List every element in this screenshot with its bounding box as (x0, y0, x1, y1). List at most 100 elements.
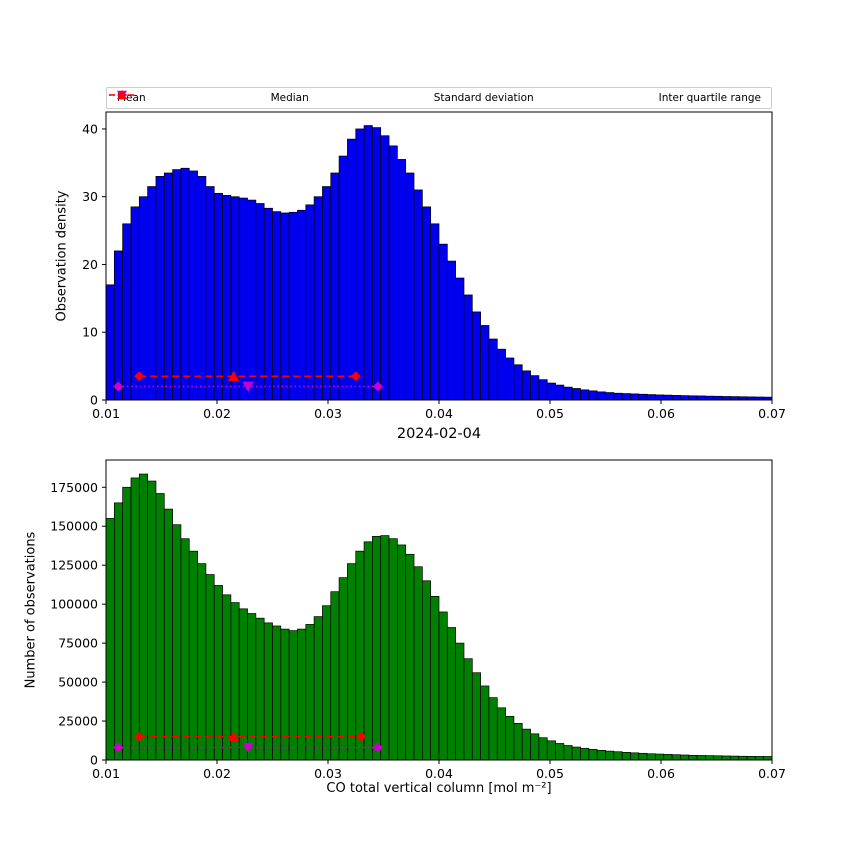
bottom-y-axis-label: Number of observations (23, 531, 39, 689)
iqr-q1-diamond-icon (134, 731, 145, 742)
histogram-bar (580, 747, 590, 761)
histogram-bar (538, 379, 548, 401)
x-tick-label: 0.06 (647, 406, 675, 421)
histogram-bar (571, 388, 581, 401)
histogram-bar (563, 386, 573, 401)
x-tick-label: 0.03 (314, 406, 342, 421)
histogram-bar (596, 391, 606, 401)
histogram-bar (430, 596, 440, 761)
histogram-bar (455, 277, 465, 401)
legend-item-inter-quartile-range: Inter quartile range (109, 90, 761, 104)
x-tick-label: 0.04 (425, 406, 453, 421)
histogram-bar (613, 392, 623, 401)
histogram-bar (313, 616, 323, 761)
histogram-bar (330, 172, 340, 401)
legend-item-label: Standard deviation (433, 91, 534, 104)
y-tick-label: 150000 (50, 519, 98, 534)
histogram-bar (197, 176, 207, 401)
histogram-bar (663, 394, 673, 401)
histogram-bar (222, 195, 232, 401)
histogram-bar (188, 170, 198, 401)
x-tick-label: 0.06 (647, 766, 675, 781)
y-tick-label: 20 (82, 257, 98, 272)
histogram-bar (238, 197, 248, 401)
top-y-axis-label: Observation density (54, 190, 70, 322)
histogram-bar (680, 754, 690, 761)
histogram-bar (397, 544, 407, 761)
std-high-diamond-icon (372, 742, 383, 753)
y-tick-label: 10 (82, 325, 98, 340)
histogram-bar (355, 550, 365, 761)
histogram-bar (496, 707, 506, 761)
histogram-bar (521, 728, 531, 761)
histogram-bar (280, 628, 290, 761)
histogram-bar (213, 192, 223, 401)
y-tick-label: 100000 (50, 597, 98, 612)
histogram-bar (438, 611, 448, 761)
histogram-bar (280, 212, 290, 401)
histogram-bar (363, 541, 373, 761)
legend-item-label: Inter quartile range (658, 91, 761, 104)
histogram-bar (388, 538, 398, 761)
histogram-bar (688, 395, 698, 401)
histogram-bar (372, 536, 382, 761)
x-tick-label: 0.03 (314, 766, 342, 781)
histogram-bar (322, 186, 332, 401)
histogram-bar (463, 294, 473, 401)
histogram-bar (247, 613, 257, 761)
histogram-bar (746, 755, 756, 761)
histogram-bar (313, 196, 323, 401)
histogram-bar (338, 155, 348, 401)
histogram-bar (655, 394, 665, 401)
histogram-bar (147, 186, 157, 401)
histogram-bar (671, 395, 681, 401)
histogram-bar (721, 755, 731, 761)
histogram-bar (347, 138, 357, 401)
histogram-bar (155, 493, 165, 761)
histogram-bar (405, 553, 415, 761)
histogram-bar (388, 145, 398, 401)
histogram-bar (588, 749, 598, 761)
histogram-bar (696, 755, 706, 761)
histogram-bar (471, 311, 481, 401)
histogram-bar (288, 211, 298, 401)
legend-item-median: Median (117, 90, 309, 104)
histogram-bar (730, 755, 740, 761)
histogram-bar (621, 752, 631, 761)
x-tick-label: 0.02 (203, 766, 231, 781)
histogram-bar (563, 745, 573, 761)
histogram-bar (488, 697, 498, 761)
x-axis-label: CO total vertical column [mol m⁻²] (326, 781, 552, 796)
x-tick-label: 0.07 (758, 766, 786, 781)
histogram-bar (255, 203, 265, 401)
histogram-bar (430, 223, 440, 401)
histogram-bar (638, 752, 648, 761)
histogram-bar (471, 672, 481, 761)
histogram-bar (355, 128, 365, 401)
histogram-bar (480, 325, 490, 401)
histogram-bar (155, 176, 165, 401)
histogram-bar (413, 189, 423, 401)
histogram-bar (530, 375, 540, 401)
histogram-bar (122, 223, 132, 401)
histogram-bar (596, 749, 606, 761)
histogram-bar (213, 585, 223, 761)
histogram-bar (446, 260, 456, 401)
std-low-diamond-icon (113, 742, 124, 753)
histogram-bar (422, 580, 432, 761)
histogram-bar (180, 167, 190, 401)
median-marker-icon (228, 731, 240, 742)
median-marker-icon (228, 370, 240, 381)
legend: Mean Median Standard deviation Inter quarti… (106, 87, 772, 109)
histogram-bar (438, 243, 448, 401)
histogram-bar (505, 716, 515, 761)
histogram-bar (188, 550, 198, 761)
histogram-bar (555, 384, 565, 401)
histogram-bar (288, 630, 298, 761)
histogram-bar (696, 395, 706, 401)
histogram-bar (138, 473, 148, 761)
histogram-bar (413, 566, 423, 761)
histogram-bar (230, 196, 240, 401)
